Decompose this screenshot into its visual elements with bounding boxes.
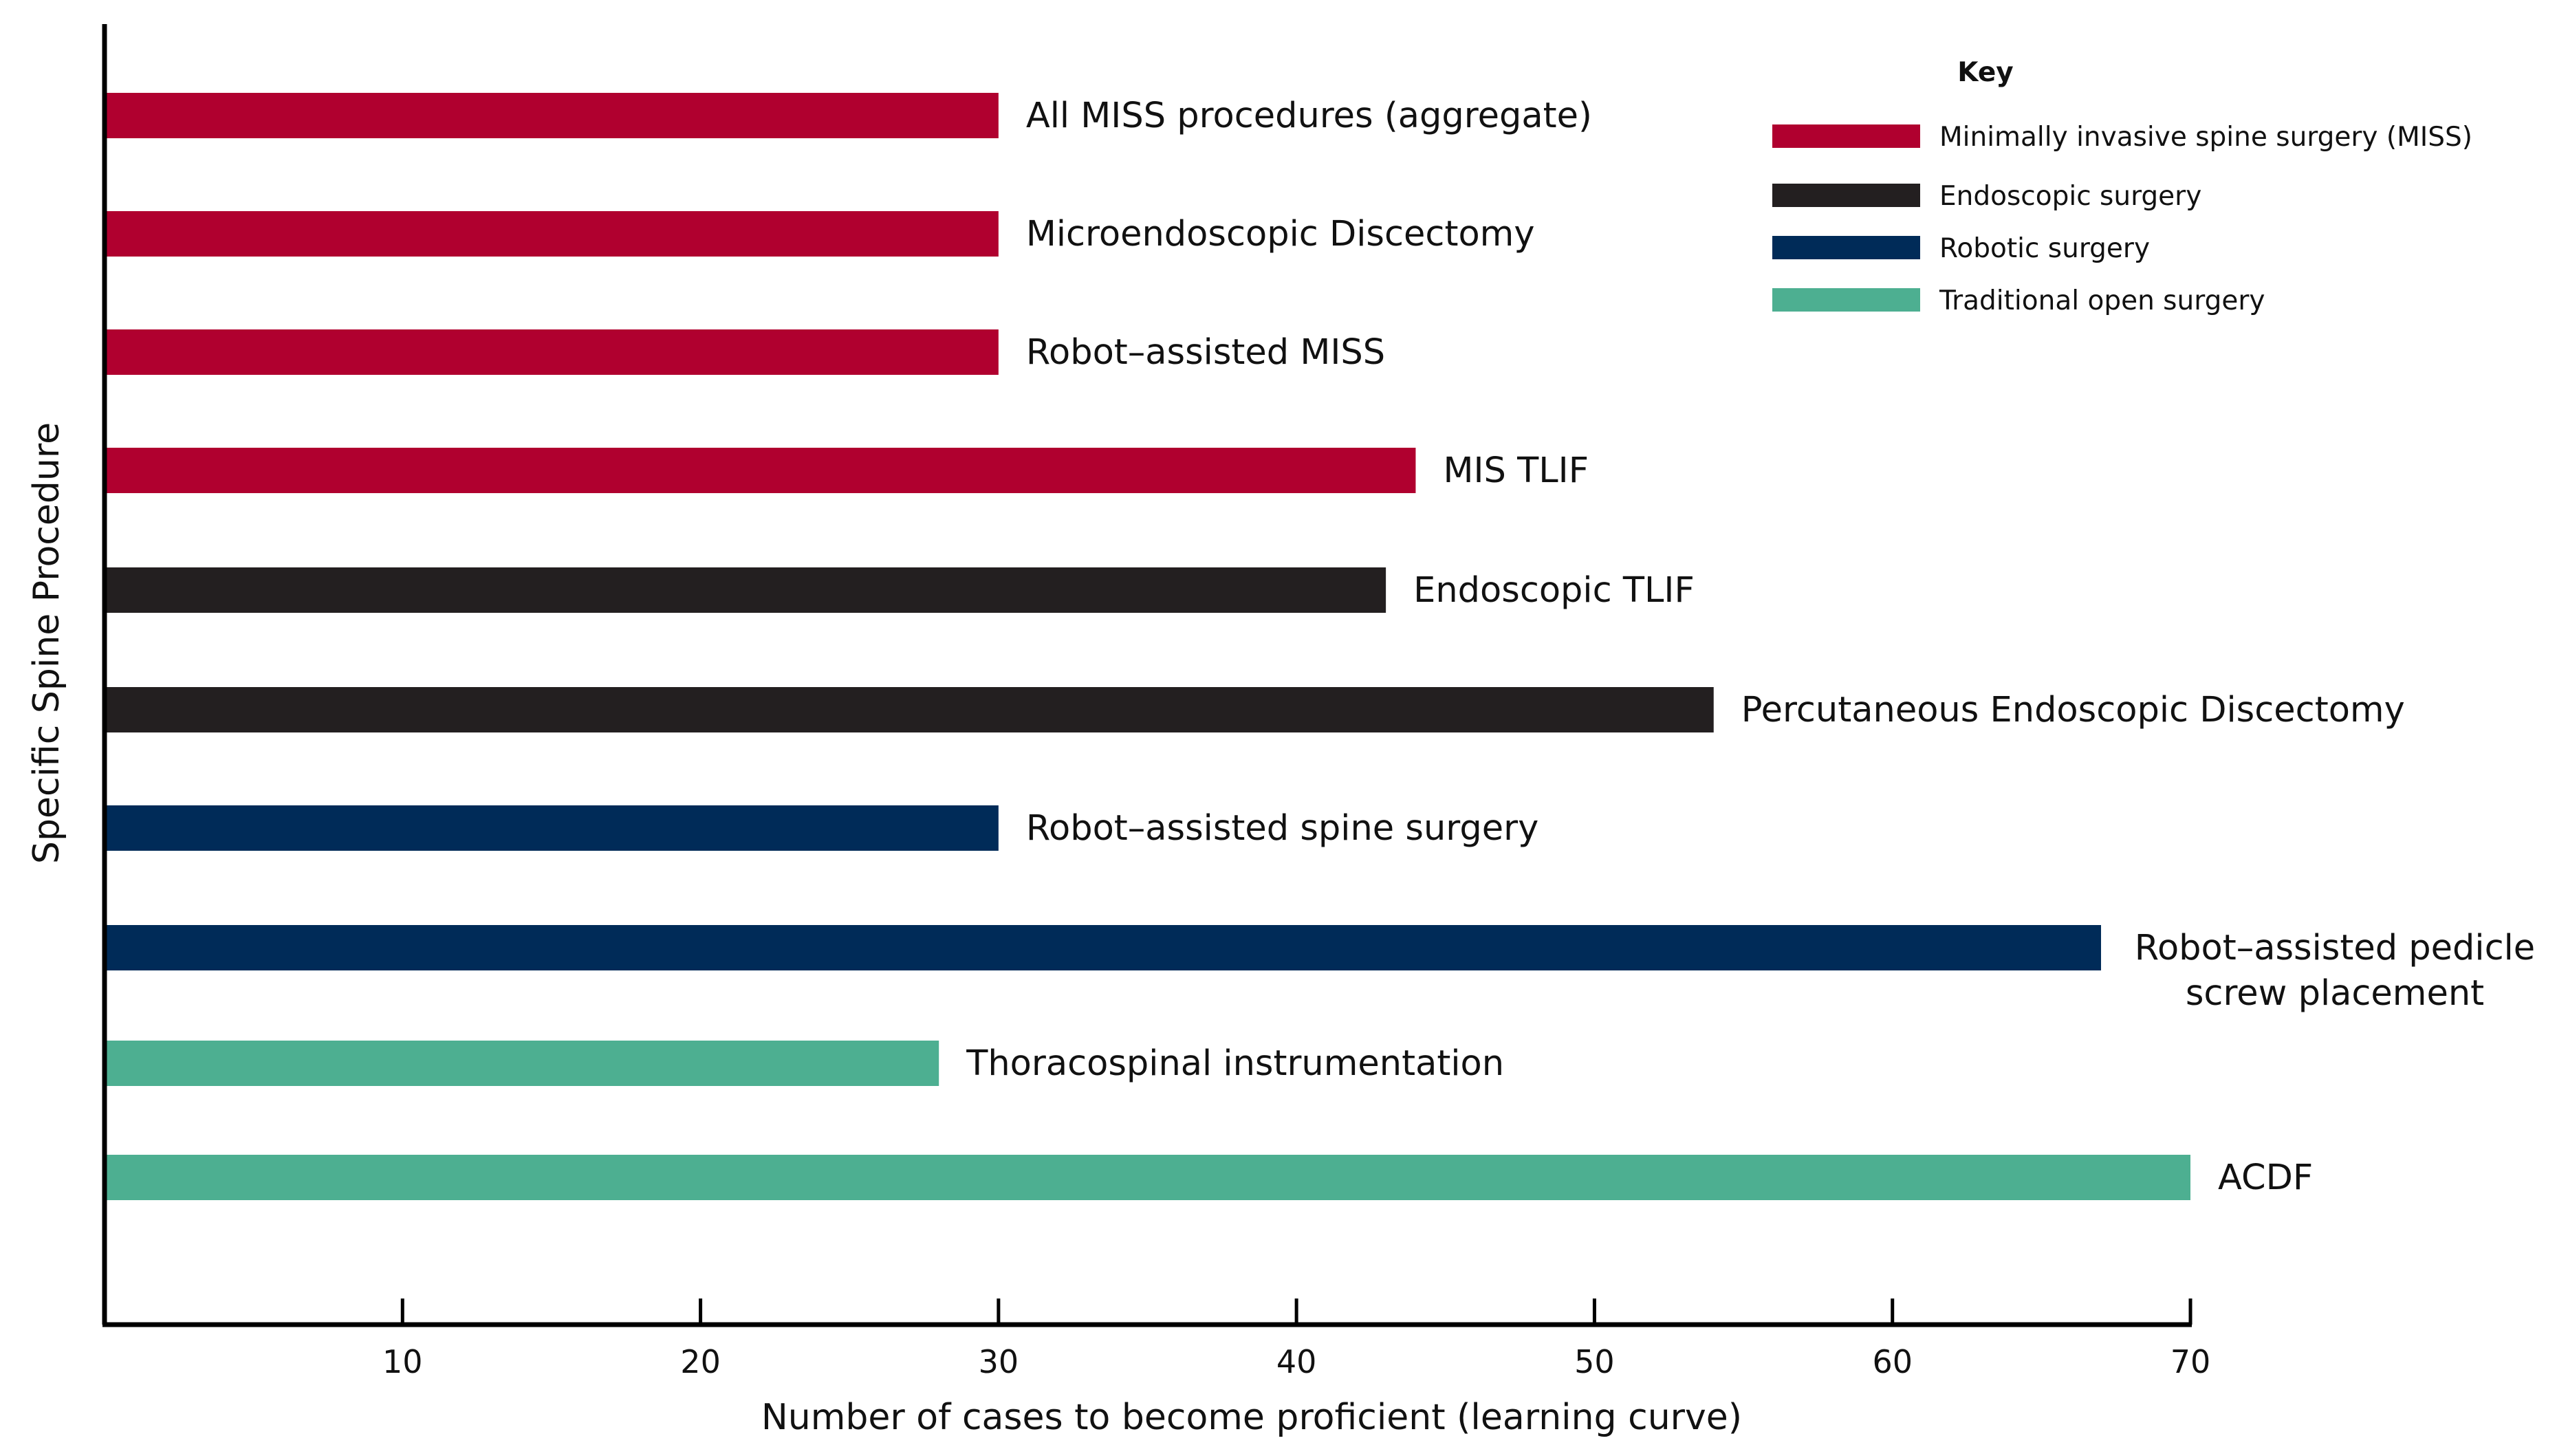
legend-label: Endoscopic surgery <box>1939 181 2201 212</box>
x-tick-label: 50 <box>1574 1343 1615 1380</box>
bar <box>105 805 999 851</box>
legend-label: Robotic surgery <box>1939 233 2150 264</box>
x-tick-label: 40 <box>1276 1343 1317 1380</box>
bar-label: Robot–assisted MISS <box>1026 332 1385 373</box>
legend-swatch <box>1772 184 1920 207</box>
bar <box>105 211 999 257</box>
bars-layer <box>105 93 2190 1200</box>
legend-title: Key <box>1957 57 2013 88</box>
bar-label: Percutaneous Endoscopic Discectomy <box>1741 690 2405 730</box>
y-axis-title: Specific Spine Procedure <box>26 422 67 864</box>
x-axis-title: Number of cases to become proficient (le… <box>761 1397 1742 1438</box>
axes-layer <box>102 24 2192 1327</box>
bar-label: Robot–assisted pedicle screw placement <box>2135 928 2535 1014</box>
x-tick-label: 60 <box>1872 1343 1913 1380</box>
bar-label: MIS TLIF <box>1443 450 1589 491</box>
legend-label: Traditional open surgery <box>1939 285 2265 316</box>
bar <box>105 1041 939 1086</box>
bar <box>105 1155 2190 1200</box>
x-tick-label: 20 <box>680 1343 721 1380</box>
x-tick-label: 10 <box>382 1343 423 1380</box>
bar-label: Endoscopic TLIF <box>1413 570 1695 611</box>
bar <box>105 329 999 375</box>
legend-swatch <box>1772 236 1920 259</box>
bar-label: Robot–assisted spine surgery <box>1026 808 1538 849</box>
legend: Key Minimally invasive spine surgery (MI… <box>1772 57 2472 316</box>
bar-label: Thoracospinal instrumentation <box>966 1043 1504 1084</box>
bar-label: ACDF <box>2218 1158 2313 1198</box>
bar-labels-layer: All MISS procedures (aggregate) Microendo… <box>966 96 2535 1198</box>
x-tick-label: 70 <box>2170 1343 2211 1380</box>
bar <box>105 687 1714 732</box>
legend-swatch <box>1772 124 1920 148</box>
bar <box>105 567 1386 613</box>
x-tick-label: 30 <box>979 1343 1019 1380</box>
bar-label: All MISS procedures (aggregate) <box>1026 96 1592 136</box>
legend-label: Minimally invasive spine surgery (MISS) <box>1939 122 2472 153</box>
bar <box>105 925 2102 970</box>
legend-swatch <box>1772 288 1920 312</box>
x-ticks-layer: 10 20 30 40 50 60 70 <box>382 1299 2210 1380</box>
bar <box>105 93 999 138</box>
bar-label: Microendoscopic Discectomy <box>1026 214 1535 254</box>
bar <box>105 448 1416 493</box>
